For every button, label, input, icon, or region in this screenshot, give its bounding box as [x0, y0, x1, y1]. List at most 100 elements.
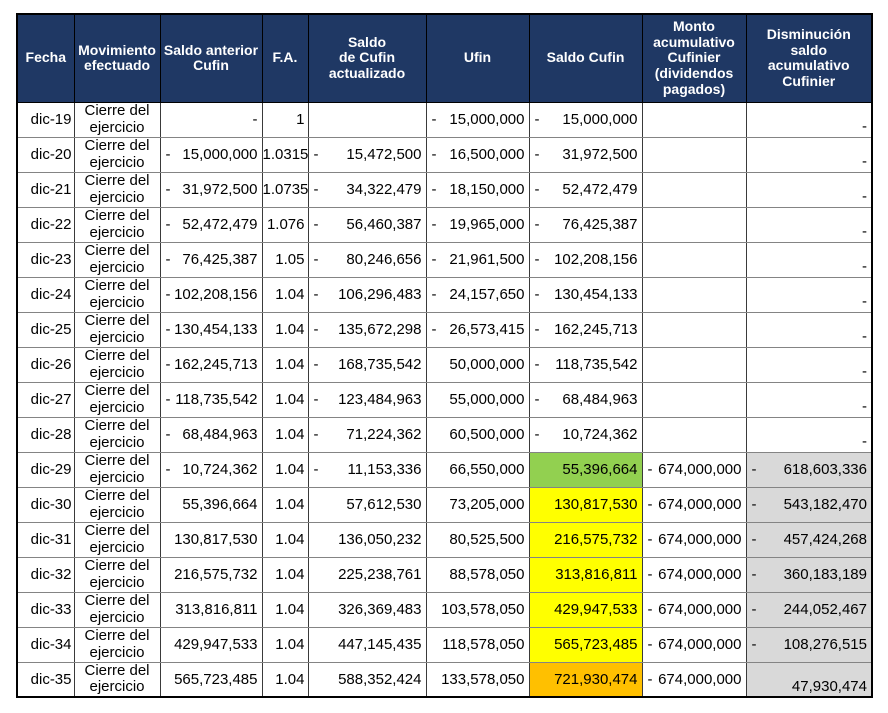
cell-saldo-actualizado: 588,352,424	[307, 661, 427, 698]
negative-sign: -	[313, 216, 319, 233]
negative-sign: -	[431, 181, 437, 198]
cell-value: -	[862, 328, 867, 345]
negative-sign: -	[647, 601, 653, 618]
cell-saldo-actualizado: - 80,246,656	[307, 241, 427, 278]
cell-monto-acumulativo: -674,000,000	[641, 626, 747, 663]
cell-ufin: -18,150,000	[425, 171, 530, 208]
table-row: dic-19 Cierre del ejercicio -1-15,000,000-…	[16, 101, 873, 138]
cell-value: 429,947,533	[174, 636, 258, 653]
cell-saldo-cufin: -162,245,713	[528, 311, 643, 348]
cell-factor-actualizacion: 1.04	[261, 346, 309, 383]
cell-saldo-anterior: -76,425,387	[159, 241, 263, 278]
col-header-saldo-actualizado: Saldo de Cufin actualizado	[307, 13, 427, 103]
cell-movimiento: Cierre del ejercicio	[73, 556, 161, 593]
cell-value: 326,369,483	[338, 601, 422, 618]
negative-sign: -	[165, 286, 171, 303]
cell-disminucion: -	[745, 241, 873, 278]
cell-saldo-anterior: -118,735,542	[159, 381, 263, 418]
cell-value: 10,724,362	[182, 461, 258, 478]
negative-sign: -	[165, 391, 171, 408]
cell-ufin: 133,578,050	[425, 661, 530, 698]
cell-movimiento: Cierre del ejercicio	[73, 311, 161, 348]
cell-value: 18,150,000	[449, 181, 525, 198]
cell-ufin: -26,573,415	[425, 311, 530, 348]
cell-saldo-anterior: -52,472,479	[159, 206, 263, 243]
table-row: dic-20 Cierre del ejercicio -15,000,000 1.0…	[16, 136, 873, 173]
negative-sign: -	[313, 461, 319, 478]
negative-sign: -	[534, 146, 540, 163]
cell-value: 21,961,500	[449, 251, 525, 268]
cell-saldo-cufin: 216,575,732	[528, 521, 643, 558]
cell-ufin: 55,000,000	[425, 381, 530, 418]
cell-ufin: -24,157,650	[425, 276, 530, 313]
negative-sign: -	[647, 566, 653, 583]
cell-disminucion: - 543,182,470	[745, 486, 873, 523]
cell-fecha: dic-29	[16, 451, 75, 488]
cell-fecha: dic-24	[16, 276, 75, 313]
cell-value: 618,603,336	[783, 461, 867, 478]
cell-value: 102,208,156	[174, 286, 258, 303]
cell-monto-acumulativo	[641, 381, 747, 418]
cell-monto-acumulativo: -674,000,000	[641, 556, 747, 593]
cell-movimiento: Cierre del ejercicio	[73, 241, 161, 278]
table-row: dic-21 Cierre del ejercicio -31,972,500 1.0…	[16, 171, 873, 208]
cell-value: 57,612,530	[346, 496, 422, 513]
cell-disminucion: -	[745, 101, 873, 138]
cell-monto-acumulativo	[641, 206, 747, 243]
cell-value: 47,930,474	[791, 677, 867, 695]
negative-sign: -	[165, 146, 171, 163]
cell-monto-acumulativo	[641, 416, 747, 453]
cell-value: 50,000,000	[449, 356, 525, 373]
table-row: dic-28 Cierre del ejercicio -68,484,963 1.0…	[16, 416, 873, 453]
cell-value: 31,972,500	[562, 146, 638, 163]
cell-movimiento: Cierre del ejercicio	[73, 346, 161, 383]
col-header-movimiento: Movimiento efectuado	[73, 13, 161, 103]
cell-disminucion: - 244,052,467	[745, 591, 873, 628]
cell-saldo-anterior: 216,575,732	[159, 556, 263, 593]
cell-factor-actualizacion: 1.04	[261, 591, 309, 628]
negative-sign: -	[534, 216, 540, 233]
negative-sign: -	[313, 146, 319, 163]
header-row: Fecha Movimiento efectuado Saldo anterio…	[16, 13, 873, 103]
cell-factor-actualizacion: 1.04	[261, 521, 309, 558]
cell-disminucion: -	[745, 276, 873, 313]
cell-value: 16,500,000	[449, 146, 525, 163]
negative-sign: -	[751, 531, 757, 548]
cell-saldo-cufin: 565,723,485	[528, 626, 643, 663]
cell-disminucion: - 108,276,515	[745, 626, 873, 663]
negative-sign: -	[313, 321, 319, 338]
cell-value: 55,396,664	[182, 496, 258, 513]
cell-disminucion: -	[745, 346, 873, 383]
cell-fecha: dic-19	[16, 101, 75, 138]
cell-value: 56,460,387	[346, 216, 422, 233]
cell-disminucion: -	[745, 416, 873, 453]
table-row: dic-34 Cierre del ejercicio 429,947,533 1.0…	[16, 626, 873, 663]
cell-value: 225,238,761	[338, 566, 422, 583]
col-header-fa: F.A.	[261, 13, 309, 103]
cell-ufin: 103,578,050	[425, 591, 530, 628]
cell-monto-acumulativo	[641, 101, 747, 138]
negative-sign: -	[313, 251, 319, 268]
table-body: dic-19 Cierre del ejercicio -1-15,000,000-…	[16, 101, 873, 698]
cell-movimiento: Cierre del ejercicio	[73, 626, 161, 663]
cell-value: 73,205,000	[449, 496, 525, 513]
cell-saldo-cufin: 313,816,811	[528, 556, 643, 593]
negative-sign: -	[534, 356, 540, 373]
negative-sign: -	[313, 391, 319, 408]
cell-factor-actualizacion: 1.04	[261, 451, 309, 488]
cell-value: 34,322,479	[346, 181, 422, 198]
cell-saldo-cufin: - 68,484,963	[528, 381, 643, 418]
col-header-saldo-cufin: Saldo Cufin	[528, 13, 643, 103]
cell-value: 674,000,000	[658, 531, 742, 548]
cell-factor-actualizacion: 1.04	[261, 276, 309, 313]
negative-sign: -	[647, 670, 653, 688]
cell-value: 118,735,542	[555, 356, 638, 373]
table-row: dic-35 Cierre del ejercicio 565,723,485 1.0…	[16, 661, 873, 698]
cell-movimiento: Cierre del ejercicio	[73, 521, 161, 558]
cell-factor-actualizacion: 1	[261, 101, 309, 138]
cell-saldo-actualizado: - 71,224,362	[307, 416, 427, 453]
cell-movimiento: Cierre del ejercicio	[73, 661, 161, 698]
cell-value: 543,182,470	[783, 496, 867, 513]
cell-value: 24,157,650	[449, 286, 525, 303]
cell-fecha: dic-34	[16, 626, 75, 663]
